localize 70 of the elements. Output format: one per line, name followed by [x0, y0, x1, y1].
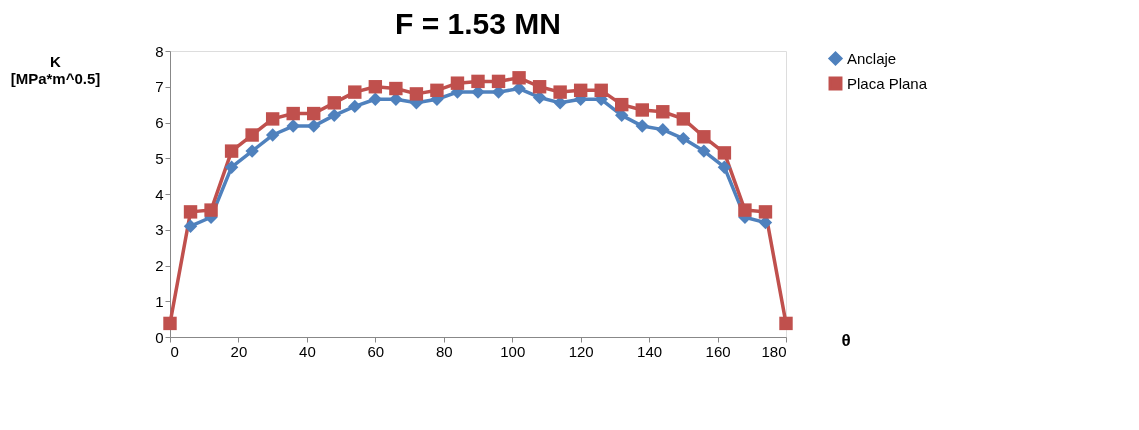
- point: [286, 106, 300, 121]
- y-tick-label: 6: [155, 114, 164, 131]
- point: [635, 103, 649, 117]
- point: [409, 87, 424, 101]
- y-tick-label: 5: [155, 149, 164, 167]
- x-tick-label: 180: [761, 342, 787, 360]
- point: [183, 205, 198, 219]
- point: [553, 85, 567, 99]
- y-tick-label: 0: [155, 328, 164, 346]
- x-tick-label: 100: [500, 342, 526, 360]
- legend-label: Anclaje: [847, 49, 897, 67]
- point: [532, 80, 547, 94]
- point: [368, 92, 383, 106]
- point: [224, 160, 239, 174]
- point: [389, 81, 403, 96]
- point: [573, 83, 588, 98]
- chart-title: F = 1.53 MN: [395, 7, 561, 40]
- point: [204, 203, 218, 217]
- x-axis-title: θ: [841, 330, 851, 350]
- point: [615, 97, 629, 112]
- point: [656, 122, 670, 137]
- x-tick-label: 120: [568, 342, 594, 360]
- point: [286, 119, 300, 133]
- point: [307, 119, 321, 133]
- point: [430, 83, 444, 98]
- y-tick-label: 3: [155, 221, 164, 239]
- point: [779, 316, 793, 331]
- point: [635, 119, 649, 133]
- point: [512, 71, 526, 85]
- legend-label: Placa Plana: [847, 74, 928, 92]
- x-tick-label: 20: [230, 342, 248, 360]
- point: [491, 74, 506, 89]
- x-tick-label: 140: [637, 342, 663, 360]
- point: [163, 316, 177, 331]
- point: [327, 96, 341, 110]
- x-tick-label: 160: [705, 342, 731, 360]
- y-tick-label: 2: [155, 257, 164, 274]
- point: [738, 203, 752, 217]
- y-tick-label: 4: [155, 185, 164, 203]
- point: [265, 128, 280, 142]
- point: [245, 144, 259, 158]
- point: [594, 83, 608, 98]
- point: [224, 144, 239, 158]
- point: [553, 96, 567, 110]
- point: [183, 219, 198, 233]
- x-tick-label: 80: [435, 342, 453, 360]
- point: [758, 205, 773, 219]
- point: [697, 144, 711, 158]
- point: [717, 146, 732, 160]
- x-tick-label: 60: [367, 342, 385, 360]
- point: [697, 130, 711, 144]
- point: [348, 85, 362, 99]
- point: [368, 80, 383, 94]
- point: [450, 76, 465, 90]
- point: [676, 131, 691, 146]
- x-tick-label: 0: [170, 342, 179, 360]
- point: [348, 99, 362, 114]
- point: [307, 106, 321, 121]
- point: [676, 112, 691, 126]
- x-tick-label: 40: [299, 342, 316, 360]
- y-axis-title: K [MPa*m^0.5]: [10, 52, 101, 87]
- point: [265, 112, 280, 126]
- y-tick-label: 7: [155, 78, 164, 96]
- point: [327, 108, 341, 123]
- point: [717, 160, 732, 174]
- point: [471, 74, 485, 89]
- y-tick-label: 1: [155, 292, 164, 310]
- point: [245, 128, 259, 142]
- y-tick-label: 8: [155, 42, 164, 60]
- point: [656, 105, 670, 119]
